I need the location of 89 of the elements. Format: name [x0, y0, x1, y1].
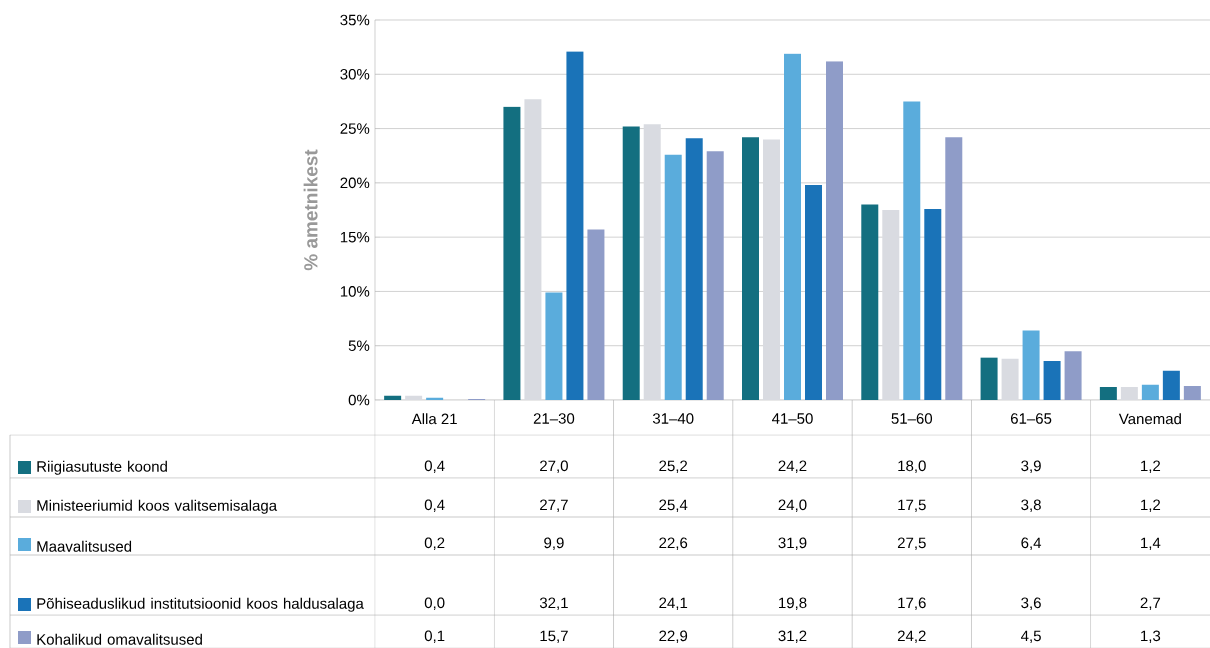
bar	[524, 99, 542, 400]
bar	[587, 229, 605, 400]
bar	[1141, 384, 1159, 400]
bar	[924, 208, 942, 400]
bar	[903, 101, 921, 400]
data-label: 9,9	[544, 537, 564, 550]
bar	[1064, 351, 1082, 400]
bar	[643, 124, 661, 400]
data-label: 1,3	[1141, 630, 1161, 643]
legend-label: Riigiasutuste koond	[37, 460, 167, 475]
y-tick-label: 5%	[348, 340, 370, 351]
data-label: 22,6	[659, 537, 688, 550]
data-label: 0,2	[424, 537, 445, 550]
bar	[566, 51, 584, 400]
x-tick-label: 41–50	[771, 413, 813, 424]
data-label: 24,0	[778, 499, 807, 512]
x-tick-label: Alla 21	[411, 413, 457, 425]
data-label: 31,9	[778, 537, 807, 550]
bar	[685, 138, 703, 400]
y-tick-label: 10%	[340, 286, 370, 297]
bar	[1162, 370, 1180, 400]
bar	[763, 139, 780, 400]
bar	[1183, 385, 1201, 400]
data-label: 4,5	[1021, 630, 1041, 643]
data-label: 24,1	[659, 597, 688, 610]
x-tick-label: 61–65	[1010, 413, 1052, 424]
y-tick-label: 0%	[348, 394, 370, 406]
bar	[664, 154, 682, 400]
legend-label: Kohalikud omavalitsused	[37, 633, 202, 645]
data-label: 2,7	[1140, 597, 1161, 610]
bar	[742, 137, 759, 400]
data-label: 0,0	[424, 597, 445, 610]
bar	[1099, 386, 1117, 400]
bar	[426, 397, 444, 400]
legend-label: Maavalitsused	[37, 540, 132, 552]
bar	[1120, 386, 1138, 400]
data-label: 25,2	[659, 460, 688, 473]
y-axis-title: % ametnikest	[303, 149, 318, 271]
x-tick-label: 31–40	[652, 413, 694, 424]
data-label: 18,0	[898, 460, 926, 473]
bar	[826, 61, 843, 400]
data-label: 1,2	[1141, 499, 1161, 512]
bar	[882, 210, 900, 400]
data-label: 24,2	[778, 460, 807, 473]
data-label: 0,1	[424, 630, 445, 643]
data-label: 15,7	[540, 630, 568, 643]
bar	[384, 395, 402, 400]
bar	[405, 395, 423, 400]
y-tick-label: 20%	[340, 177, 370, 189]
data-label: 3,6	[1021, 597, 1041, 610]
bar	[805, 185, 822, 400]
data-label: 3,8	[1021, 499, 1041, 512]
data-label: 27,0	[540, 460, 568, 473]
bar	[1022, 330, 1040, 400]
y-tick-label: 25%	[340, 123, 370, 134]
data-label: 3,9	[1021, 460, 1041, 473]
bar	[945, 137, 963, 400]
bar	[503, 106, 521, 400]
data-label: 22,9	[659, 630, 688, 643]
data-label: 27,7	[540, 499, 568, 512]
y-tick-label: 15%	[340, 231, 370, 243]
data-label: 1,4	[1141, 537, 1161, 550]
y-tick-label: 35%	[340, 14, 370, 26]
bar	[545, 292, 563, 400]
legend-label: Põhiseaduslikud institutsioonid koos haldusalaga	[37, 597, 364, 612]
y-tick-label: 30%	[340, 68, 370, 80]
bar	[622, 126, 640, 400]
x-tick-label: 21–30	[533, 413, 575, 424]
data-label: 6,4	[1021, 537, 1042, 550]
bar	[1001, 358, 1019, 400]
data-label: 32,1	[539, 597, 568, 610]
data-label: 0,4	[424, 460, 445, 473]
data-label: 27,5	[897, 537, 926, 550]
bar	[784, 53, 801, 400]
data-label: 17,6	[898, 597, 926, 610]
data-label: 25,4	[659, 499, 688, 512]
data-label: 31,2	[778, 630, 807, 643]
x-tick-label: Vanemad	[1118, 413, 1181, 425]
data-label: 17,5	[898, 499, 926, 512]
bar	[1043, 360, 1061, 400]
data-label: 24,2	[897, 630, 926, 643]
legend-label: Ministeeriumid koos valitsemisalaga	[37, 499, 278, 514]
x-tick-label: 51–60	[891, 413, 933, 424]
bar	[861, 204, 879, 400]
data-label: 1,2	[1141, 460, 1161, 473]
data-label: 0,4	[424, 499, 445, 512]
bar	[980, 357, 998, 400]
bar	[706, 151, 724, 400]
data-label: 19,8	[779, 597, 807, 610]
